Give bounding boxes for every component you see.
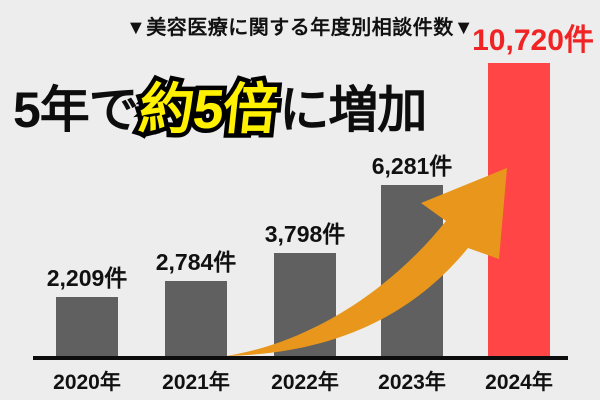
bar-value-label: 10,720件 — [472, 24, 594, 57]
year-label: 2023年 — [378, 371, 446, 394]
bar-value-label: 2,784件 — [155, 249, 237, 275]
year-label: 2022年 — [271, 371, 339, 394]
bar-value-label: 6,281件 — [371, 153, 453, 179]
chart-title: ▼美容医療に関する年度別相談件数▼ — [125, 17, 475, 39]
headline-prefix: 5年で — [13, 82, 139, 138]
headline-highlight: 約5倍 — [136, 64, 282, 144]
year-label: 2024年 — [485, 371, 553, 394]
bar — [381, 185, 443, 358]
year-label: 2020年 — [53, 371, 121, 394]
year-label: 2021年 — [162, 371, 230, 394]
headline: 5年で約5倍に増加 — [13, 63, 427, 144]
bar-value-label: 3,798件 — [264, 221, 346, 247]
bar-highlight — [488, 63, 550, 358]
headline-suffix: に増加 — [279, 82, 427, 138]
bar — [274, 253, 336, 358]
axis-line — [33, 356, 568, 360]
bar-value-label: 2,209件 — [46, 265, 128, 291]
bar — [56, 297, 118, 358]
bar — [165, 281, 227, 358]
